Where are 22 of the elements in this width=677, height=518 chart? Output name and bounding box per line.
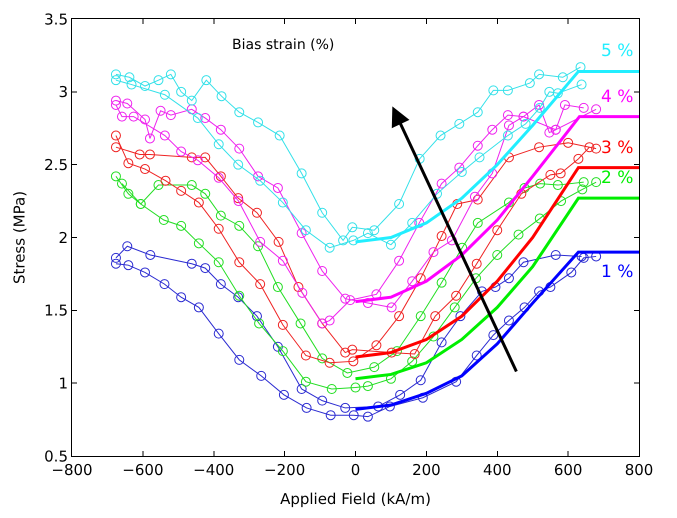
x-tick-label: 800 xyxy=(624,461,654,479)
series-label: 5 % xyxy=(601,41,634,61)
x-tick-label: −600 xyxy=(122,461,164,479)
series-label: 4 % xyxy=(601,87,634,107)
x-tick-label: −200 xyxy=(264,461,306,479)
y-tick-label: 3.5 xyxy=(44,10,68,28)
x-tick-label: −400 xyxy=(193,461,234,479)
x-tick-label: 0 xyxy=(350,461,360,479)
x-tick-label: 200 xyxy=(412,461,441,479)
x-axis-title: Applied Field (kA/m) xyxy=(280,490,431,508)
series-label: 3 % xyxy=(601,138,634,158)
annotation: Bias strain (%) xyxy=(232,37,334,53)
x-tick-label: 600 xyxy=(554,461,582,479)
y-tick-label: 3 xyxy=(58,83,68,102)
series-label: 2 % xyxy=(601,168,634,188)
y-tick-label: 2 xyxy=(58,228,68,247)
y-tick-label: 2.5 xyxy=(44,156,68,174)
y-axis-title: Stress (MPa) xyxy=(10,190,28,284)
x-tick-label: 400 xyxy=(482,461,512,479)
y-tick-label: 1 xyxy=(58,374,68,392)
y-tick-label: 1.5 xyxy=(44,302,68,320)
series-label: 1 % xyxy=(601,262,634,282)
